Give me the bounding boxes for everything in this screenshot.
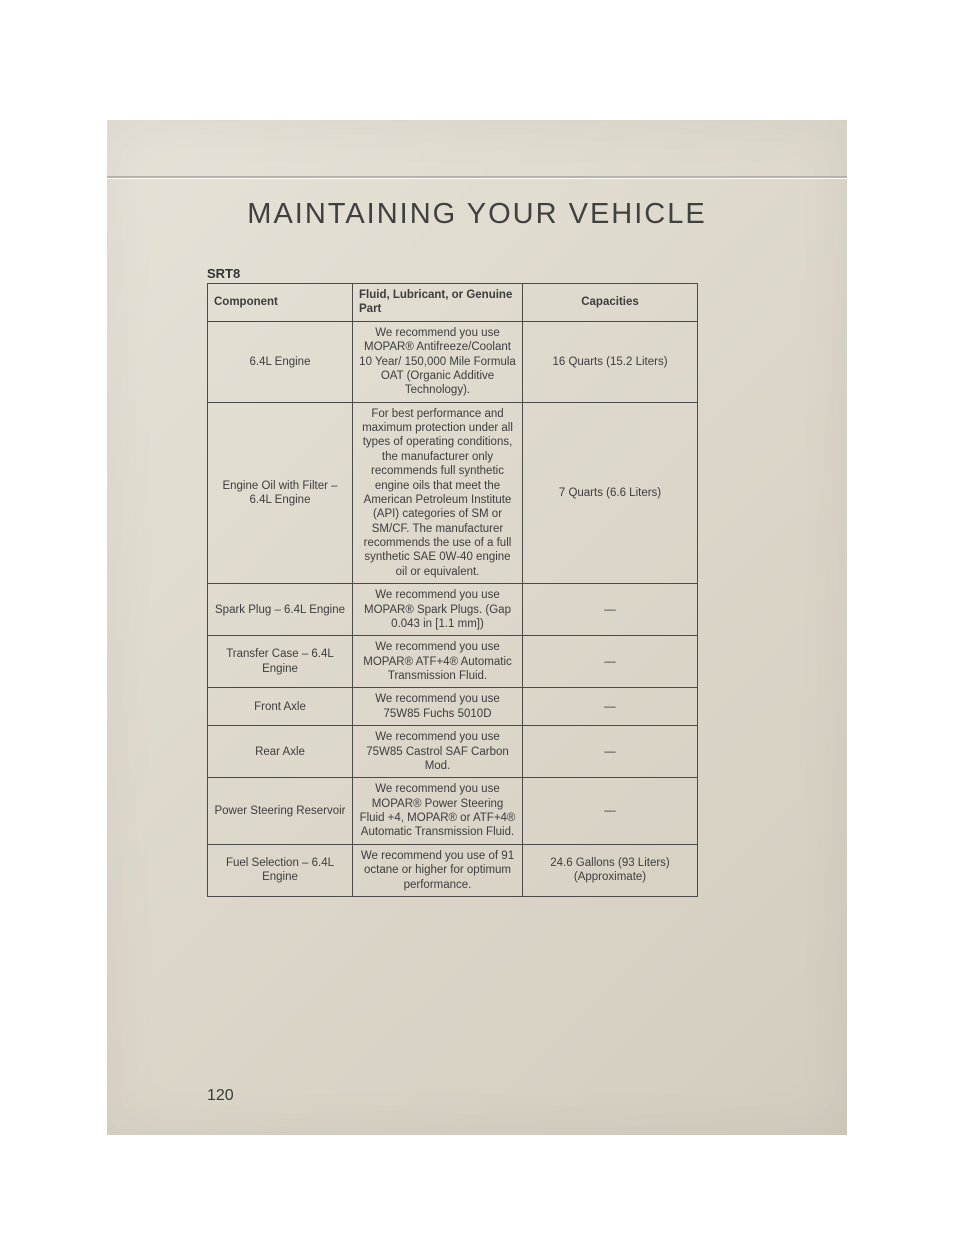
cell-capacity: — — [523, 688, 698, 726]
table-row: Rear Axle We recommend you use 75W85 Cas… — [208, 726, 698, 778]
table-row: 6.4L Engine We recommend you use MOPAR® … — [208, 321, 698, 402]
cell-capacity: — — [523, 778, 698, 845]
table-row: Power Steering Reservoir We recommend yo… — [208, 778, 698, 845]
cell-capacity: 24.6 Gallons (93 Liters) (Approximate) — [523, 844, 698, 896]
col-header-component: Component — [208, 284, 353, 322]
table-row: Front Axle We recommend you use 75W85 Fu… — [208, 688, 698, 726]
table-row: Fuel Selection – 6.4L Engine We recommen… — [208, 844, 698, 896]
cell-component: Power Steering Reservoir — [208, 778, 353, 845]
cell-component: 6.4L Engine — [208, 321, 353, 402]
cell-capacity: — — [523, 636, 698, 688]
cell-capacity: — — [523, 726, 698, 778]
table-row: Spark Plug – 6.4L Engine We recommend yo… — [208, 584, 698, 636]
capacities-table: Component Fluid, Lubricant, or Genuine P… — [207, 283, 698, 897]
page-title: MAINTAINING YOUR VEHICLE — [107, 198, 847, 231]
table-body: 6.4L Engine We recommend you use MOPAR® … — [208, 321, 698, 896]
table-row: Transfer Case – 6.4L Engine We recommend… — [208, 636, 698, 688]
table-header-row: Component Fluid, Lubricant, or Genuine P… — [208, 284, 698, 322]
table-row: Engine Oil with Filter – 6.4L Engine For… — [208, 402, 698, 584]
cell-component: Front Axle — [208, 688, 353, 726]
cell-capacity: 16 Quarts (15.2 Liters) — [523, 321, 698, 402]
cell-fluid: For best performance and maximum protect… — [353, 402, 523, 584]
cell-fluid: We recommend you use of 91 octane or hig… — [353, 844, 523, 896]
cell-component: Fuel Selection – 6.4L Engine — [208, 844, 353, 896]
cell-fluid: We recommend you use 75W85 Castrol SAF C… — [353, 726, 523, 778]
document-canvas: MAINTAINING YOUR VEHICLE SRT8 Component … — [0, 0, 954, 1235]
col-header-capacities: Capacities — [523, 284, 698, 322]
cell-component: Engine Oil with Filter – 6.4L Engine — [208, 402, 353, 584]
cell-fluid: We recommend you use MOPAR® ATF+4® Autom… — [353, 636, 523, 688]
cell-component: Rear Axle — [208, 726, 353, 778]
header-rule — [107, 176, 847, 179]
col-header-fluid: Fluid, Lubricant, or Genuine Part — [353, 284, 523, 322]
cell-fluid: We recommend you use MOPAR® Spark Plugs.… — [353, 584, 523, 636]
cell-fluid: We recommend you use 75W85 Fuchs 5010D — [353, 688, 523, 726]
cell-component: Transfer Case – 6.4L Engine — [208, 636, 353, 688]
cell-component: Spark Plug – 6.4L Engine — [208, 584, 353, 636]
section-label: SRT8 — [207, 266, 240, 281]
cell-capacity: — — [523, 584, 698, 636]
cell-fluid: We recommend you use MOPAR® Power Steeri… — [353, 778, 523, 845]
cell-capacity: 7 Quarts (6.6 Liters) — [523, 402, 698, 584]
manual-page: MAINTAINING YOUR VEHICLE SRT8 Component … — [107, 120, 847, 1135]
page-number: 120 — [207, 1087, 234, 1105]
cell-fluid: We recommend you use MOPAR® Antifreeze/C… — [353, 321, 523, 402]
